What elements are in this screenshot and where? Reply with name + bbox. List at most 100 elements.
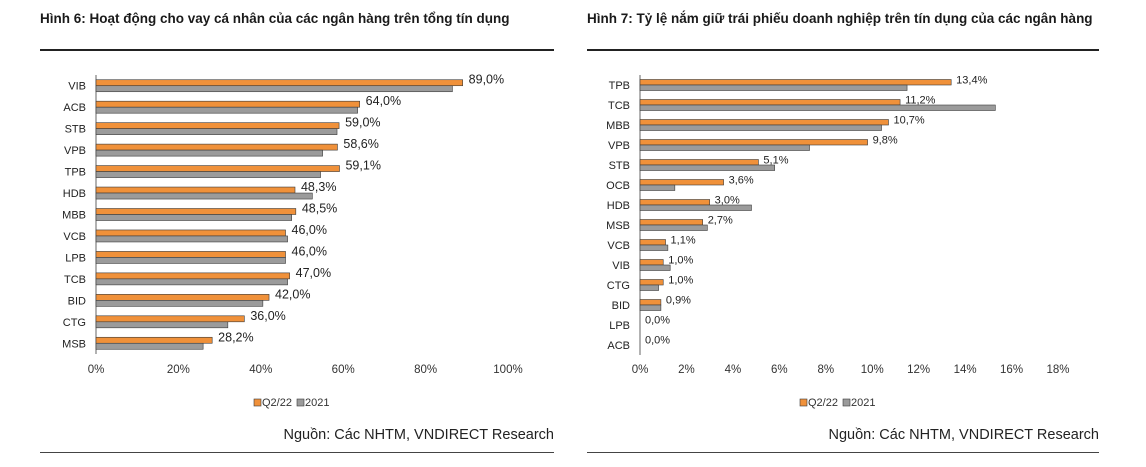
data-label: 0,0% — [645, 335, 670, 347]
bar-q2-22 — [639, 279, 664, 286]
category-label: MBB — [606, 120, 630, 132]
data-label: 42,0% — [275, 287, 310, 301]
bottom-divider — [587, 452, 1099, 453]
bar-2021 — [639, 104, 996, 111]
bar-2021 — [95, 214, 292, 221]
category-label: VPB — [64, 145, 86, 157]
bottom-divider — [40, 452, 554, 453]
data-label: 1,0% — [668, 255, 693, 267]
title-divider — [587, 49, 1099, 51]
bar-q2-22 — [95, 208, 297, 215]
category-label: MBB — [62, 210, 86, 222]
category-label: OCB — [606, 180, 630, 192]
legend-swatch-q2-22 — [253, 398, 262, 407]
x-tick-label: 20% — [167, 364, 190, 376]
category-label: VCB — [607, 240, 630, 252]
bar-q2-22 — [639, 199, 710, 206]
title-divider — [40, 49, 554, 51]
bar-q2-22 — [639, 79, 952, 86]
bar-2021 — [639, 224, 708, 231]
bar-q2-22 — [639, 259, 664, 266]
x-tick-label: 10% — [861, 364, 884, 376]
bar-q2-22 — [639, 119, 889, 126]
data-label: 11,2% — [905, 95, 936, 107]
category-label: VIB — [612, 260, 630, 272]
bar-2021 — [639, 284, 659, 291]
bar-q2-22 — [639, 99, 901, 106]
category-label: ACB — [607, 340, 630, 352]
bar-2021 — [95, 192, 313, 200]
figure-7-panel: Hình 7: Tỷ lệ nắm giữ trái phiếu doanh n… — [587, 0, 1099, 467]
figure-7-title: Hình 7: Tỷ lệ nắm giữ trái phiếu doanh n… — [587, 11, 1093, 26]
category-label: LPB — [609, 320, 630, 332]
category-label: BID — [68, 295, 86, 307]
data-label: 46,0% — [292, 223, 327, 237]
bar-q2-22 — [95, 79, 463, 87]
legend-label-2021: 2021 — [305, 397, 329, 409]
bar-q2-22 — [95, 229, 286, 237]
x-tick-label: 80% — [414, 364, 437, 376]
data-label: 0,0% — [645, 315, 670, 327]
data-label: 47,0% — [296, 266, 331, 280]
data-label: 9,8% — [873, 135, 898, 147]
category-label: VCB — [63, 231, 86, 243]
legend-label-q2-22: Q2/22 — [262, 397, 292, 409]
corporate-bond-bar-chart: TPB 13,4% TCB 11,2% MBB 10,7% VPB 9,8% STB 5,1% OC… — [606, 75, 1069, 410]
bar-2021 — [95, 106, 358, 114]
category-label: TPB — [65, 167, 86, 179]
bar-2021 — [95, 342, 204, 350]
legend-label-2021: 2021 — [851, 397, 875, 409]
x-tick-label: 2% — [678, 364, 695, 376]
bar-q2-22 — [639, 159, 759, 166]
bar-q2-22 — [95, 143, 338, 151]
data-label: 59,0% — [345, 116, 380, 130]
data-label: 13,4% — [956, 75, 987, 87]
legend-swatch-2021 — [842, 398, 851, 407]
legend-swatch-q2-22 — [799, 398, 808, 407]
x-tick-label: 100% — [493, 364, 522, 376]
category-label: LPB — [65, 252, 86, 264]
category-label: BID — [612, 300, 630, 312]
bar-2021 — [639, 164, 775, 171]
x-tick-label: 6% — [771, 364, 788, 376]
category-label: CTG — [607, 280, 630, 292]
bar-q2-22 — [639, 179, 724, 186]
category-label: CTG — [63, 317, 86, 329]
data-label: 28,2% — [218, 330, 253, 344]
category-label: MSB — [606, 220, 630, 232]
data-label: 2,7% — [708, 215, 733, 227]
bar-q2-22 — [639, 139, 868, 146]
data-label: 59,1% — [345, 159, 380, 173]
bar-q2-22 — [95, 122, 340, 129]
data-label: 58,6% — [343, 137, 378, 151]
bar-2021 — [639, 124, 882, 131]
bar-q2-22 — [95, 272, 290, 280]
data-label: 10,7% — [893, 115, 924, 127]
legend-label-q2-22: Q2/22 — [808, 397, 838, 409]
bar-2021 — [639, 144, 810, 151]
bar-2021 — [639, 84, 908, 91]
data-label: 64,0% — [366, 94, 401, 108]
data-label: 36,0% — [250, 309, 285, 323]
figure-6-source: Nguồn: Các NHTM, VNDIRECT Research — [283, 427, 554, 443]
category-label: TCB — [64, 274, 86, 286]
bar-2021 — [95, 235, 288, 243]
category-label: STB — [609, 160, 630, 172]
bar-q2-22 — [95, 186, 296, 194]
data-label: 3,6% — [729, 175, 754, 187]
bar-q2-22 — [639, 299, 662, 306]
x-tick-label: 18% — [1046, 364, 1069, 376]
data-label: 48,5% — [302, 202, 337, 216]
bar-2021 — [95, 300, 264, 307]
data-label: 46,0% — [292, 244, 327, 258]
data-label: 1,1% — [671, 235, 696, 247]
x-tick-label: 16% — [1000, 364, 1023, 376]
bar-2021 — [95, 128, 338, 135]
category-label: TCB — [608, 100, 630, 112]
category-label: MSB — [62, 338, 86, 350]
x-tick-label: 12% — [907, 364, 930, 376]
x-tick-label: 40% — [249, 364, 272, 376]
bar-2021 — [639, 204, 752, 211]
category-label: VPB — [608, 140, 630, 152]
category-label: TPB — [609, 80, 630, 92]
